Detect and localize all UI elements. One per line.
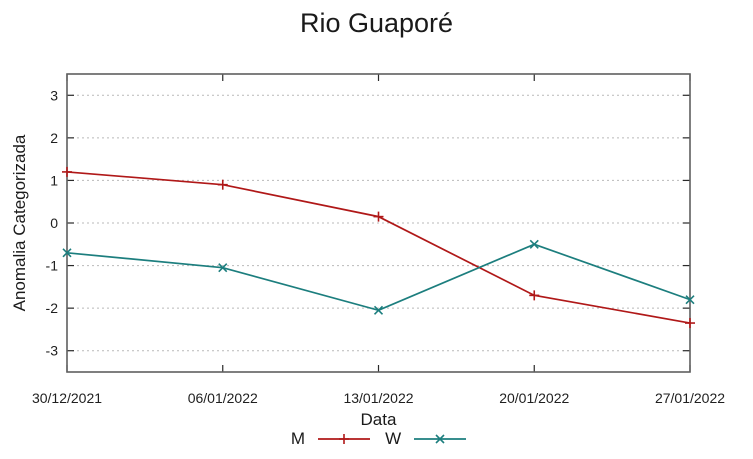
y-tick-label: -2 xyxy=(46,300,59,316)
series-W xyxy=(62,239,695,315)
y-tick-label: 1 xyxy=(50,172,58,188)
legend-line-sample-plus-marker-icon xyxy=(318,434,371,444)
legend-line-sample-x-marker-icon xyxy=(414,434,467,444)
series-M xyxy=(62,166,695,329)
y-tick-label: 2 xyxy=(50,130,58,146)
y-tick-label: -3 xyxy=(46,343,59,359)
y-tick-label: 3 xyxy=(50,87,58,103)
y-tick-label: -1 xyxy=(46,258,59,274)
legend-item-m: M xyxy=(290,429,371,449)
y-tick-label: 0 xyxy=(50,215,58,231)
chart-title: Rio Guaporé xyxy=(299,8,454,38)
legend-item-w: W xyxy=(385,429,467,449)
x-tick-label: 30/12/2021 xyxy=(32,390,102,406)
legend-label: W xyxy=(385,429,402,448)
x-axis-label: Data xyxy=(360,410,397,429)
legend-label: M xyxy=(290,429,306,448)
x-tick-label: 06/01/2022 xyxy=(188,390,258,406)
x-tick-label: 20/01/2022 xyxy=(499,390,569,406)
x-tick-label: 27/01/2022 xyxy=(655,390,725,406)
plot-frame xyxy=(66,73,691,373)
x-tick-label: 13/01/2022 xyxy=(343,390,413,406)
